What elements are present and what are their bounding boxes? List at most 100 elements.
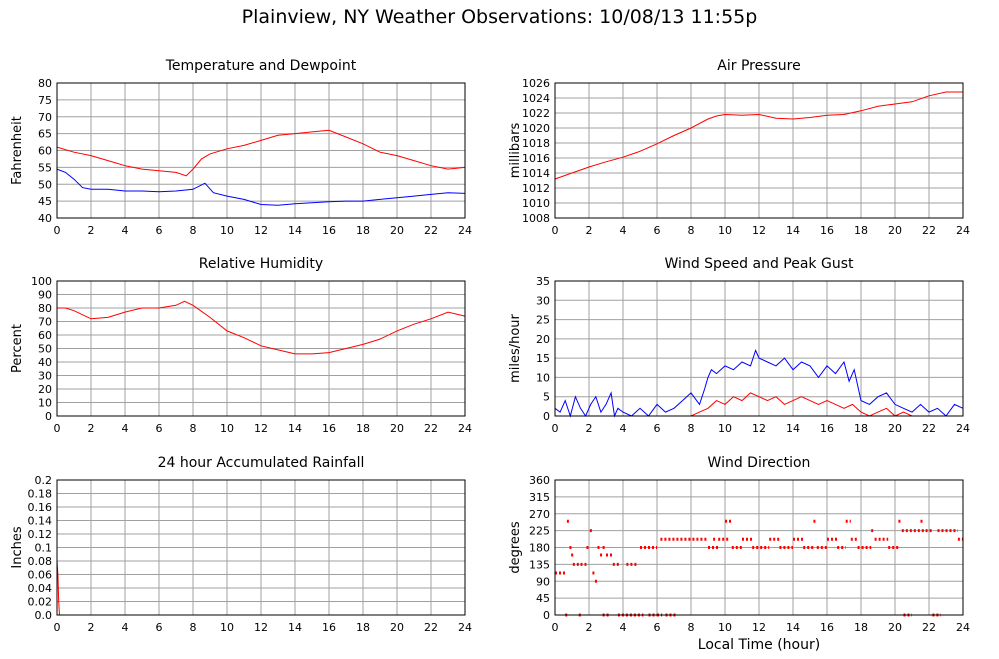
pressure-y-axis-label: millibars <box>508 123 523 179</box>
wind_speed-frame <box>554 280 964 417</box>
x-tick-label: 8 <box>688 422 695 435</box>
x-tick-label: 8 <box>190 224 197 237</box>
x-tick-label: 18 <box>854 224 868 237</box>
x-tick-label: 2 <box>88 224 95 237</box>
temperature-series-1 <box>56 168 466 206</box>
x-tick-label: 6 <box>156 422 163 435</box>
y-tick-label: 0.18 <box>28 488 53 501</box>
page-title: Plainview, NY Weather Observations: 10/0… <box>241 6 758 28</box>
y-tick-label: 5 <box>543 391 550 404</box>
x-tick-label: 2 <box>586 224 593 237</box>
y-tick-label: 0.06 <box>28 569 53 582</box>
rainfall-title: 24 hour Accumulated Rainfall <box>158 455 365 471</box>
y-tick-label: 30 <box>536 294 550 307</box>
x-tick-label: 0 <box>54 422 61 435</box>
y-tick-label: 1022 <box>522 107 550 120</box>
x-tick-label: 0 <box>552 621 559 634</box>
y-tick-label: 60 <box>38 329 52 342</box>
wind_direction-title: Wind Direction <box>708 455 811 471</box>
x-tick-label: 24 <box>956 621 970 634</box>
y-tick-label: 60 <box>38 145 52 158</box>
y-tick-label: 0.04 <box>28 582 53 595</box>
pressure-series-0 <box>554 91 963 180</box>
x-tick-label: 2 <box>586 422 593 435</box>
x-tick-label: 18 <box>854 621 868 634</box>
x-tick-label: 0 <box>54 224 61 237</box>
x-tick-label: 0 <box>552 224 559 237</box>
y-tick-label: 10 <box>536 371 550 384</box>
x-tick-label: 14 <box>288 621 302 634</box>
y-tick-label: 40 <box>38 356 52 369</box>
wind_speed-title: Wind Speed and Peak Gust <box>665 256 854 272</box>
y-tick-label: 1014 <box>522 167 550 180</box>
x-tick-label: 20 <box>888 422 902 435</box>
x-tick-label: 20 <box>390 621 404 634</box>
y-tick-label: 1018 <box>522 137 550 150</box>
y-tick-label: 25 <box>536 314 550 327</box>
x-tick-label: 18 <box>854 422 868 435</box>
x-tick-label: 16 <box>820 224 834 237</box>
humidity-y-axis-label: Percent <box>10 324 25 373</box>
y-tick-label: 20 <box>536 333 550 346</box>
temperature-title: Temperature and Dewpoint <box>165 58 357 74</box>
y-tick-label: 0 <box>543 609 550 622</box>
temperature-series-0 <box>56 129 466 177</box>
y-tick-label: 90 <box>536 575 550 588</box>
x-tick-label: 6 <box>156 621 163 634</box>
x-tick-label: 16 <box>322 621 336 634</box>
x-tick-label: 0 <box>552 422 559 435</box>
humidity-series-0 <box>57 300 466 355</box>
x-tick-label: 6 <box>654 224 661 237</box>
y-tick-label: 0.14 <box>28 515 53 528</box>
x-tick-label: 16 <box>820 621 834 634</box>
x-axis-caption: Local Time (hour) <box>698 637 820 653</box>
y-tick-label: 1016 <box>522 152 550 165</box>
y-tick-label: 100 <box>31 275 52 288</box>
y-tick-label: 135 <box>529 558 550 571</box>
x-tick-label: 4 <box>122 224 129 237</box>
humidity-title: Relative Humidity <box>199 256 323 272</box>
x-tick-label: 6 <box>654 422 661 435</box>
wind_direction-frame <box>554 479 964 616</box>
x-tick-label: 24 <box>458 422 472 435</box>
x-tick-label: 22 <box>922 621 936 634</box>
y-tick-label: 40 <box>38 212 52 225</box>
x-tick-label: 22 <box>424 422 438 435</box>
x-tick-label: 10 <box>220 621 234 634</box>
x-tick-label: 16 <box>322 224 336 237</box>
x-tick-label: 22 <box>922 224 936 237</box>
x-tick-label: 2 <box>88 621 95 634</box>
wind_speed-series-0 <box>554 349 964 418</box>
x-tick-label: 8 <box>190 621 197 634</box>
temperature-y-axis-label: Fahrenheit <box>10 116 25 185</box>
y-tick-label: 50 <box>38 343 52 356</box>
y-tick-label: 0.12 <box>28 528 53 541</box>
x-tick-label: 4 <box>122 621 129 634</box>
x-tick-label: 4 <box>122 422 129 435</box>
y-tick-label: 1012 <box>522 182 550 195</box>
wind_direction-y-axis-label: degrees <box>508 521 523 574</box>
y-tick-label: 30 <box>38 370 52 383</box>
x-tick-label: 0 <box>54 621 61 634</box>
x-tick-label: 6 <box>156 224 163 237</box>
wind_speed-series-1 <box>555 392 963 417</box>
x-tick-label: 4 <box>620 224 627 237</box>
x-tick-label: 6 <box>654 621 661 634</box>
x-tick-label: 4 <box>620 422 627 435</box>
pressure-frame <box>554 82 964 219</box>
x-tick-label: 24 <box>458 621 472 634</box>
y-tick-label: 0.16 <box>28 501 53 514</box>
y-tick-label: 0.2 <box>35 474 53 487</box>
x-tick-label: 12 <box>752 224 766 237</box>
x-tick-label: 18 <box>356 422 370 435</box>
x-tick-label: 10 <box>718 224 732 237</box>
wind_speed-y-axis-label: miles/hour <box>508 313 523 382</box>
x-tick-label: 16 <box>820 422 834 435</box>
y-tick-label: 1008 <box>522 212 550 225</box>
y-tick-label: 0.02 <box>28 596 53 609</box>
